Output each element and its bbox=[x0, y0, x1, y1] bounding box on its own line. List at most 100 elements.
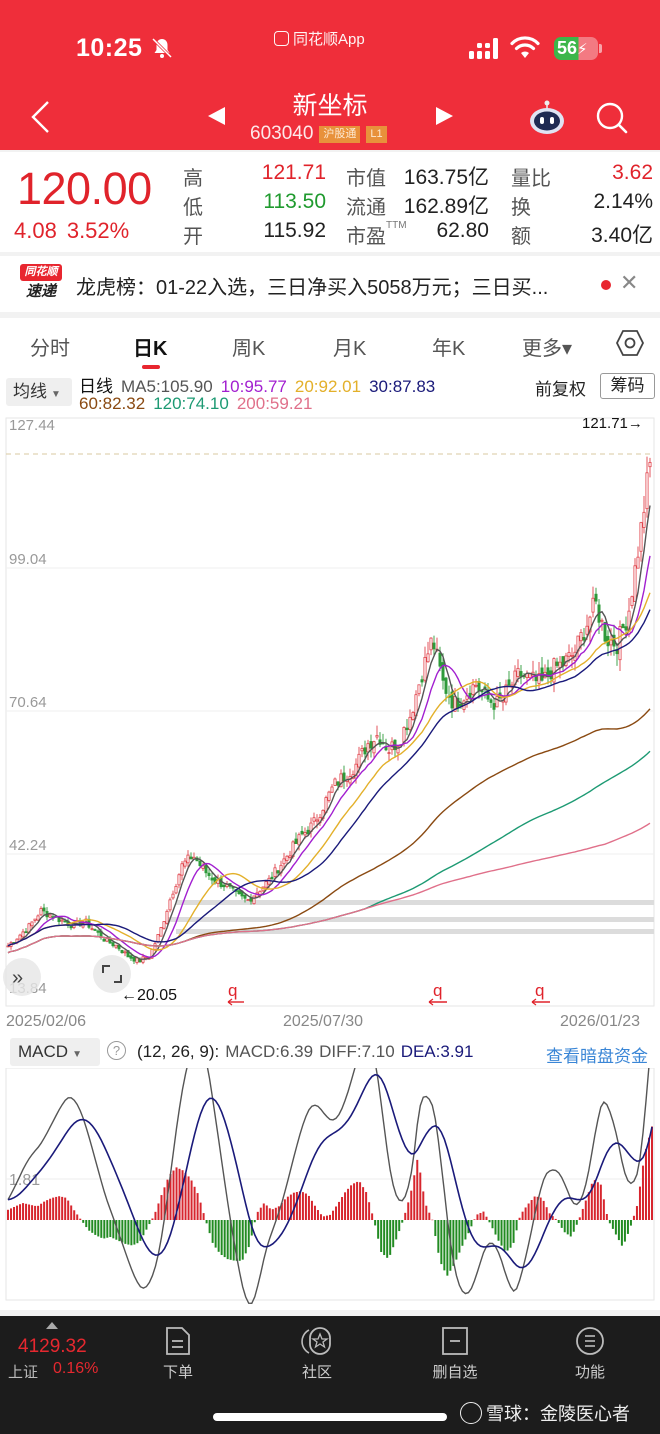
tab-daily-k[interactable]: 日K bbox=[133, 332, 167, 361]
close-icon[interactable]: ✕ bbox=[620, 270, 638, 296]
low-value: 113.50 bbox=[230, 190, 326, 214]
macd-header: MACD ▼ ? (12, 26, 9): MACD:6.39 DIFF:7.10 DE… bbox=[8, 1036, 660, 1066]
app-badge-label: 同花顺App bbox=[293, 28, 365, 49]
support-zone-2 bbox=[168, 917, 654, 922]
low-label: 低 bbox=[183, 191, 203, 220]
macd-values: (12, 26, 9): MACD:6.39 DIFF:7.10 DEA:3.91 bbox=[137, 1042, 479, 1062]
charging-bolt-icon: ⚡ bbox=[577, 41, 588, 58]
market-cap-value: 163.75亿 bbox=[392, 161, 489, 191]
news-ticker[interactable]: 同花顺 速递 龙虎榜：01-22入选，三日净买入5058万元；三日买... ✕ bbox=[0, 256, 660, 312]
last-price: 120.00 bbox=[17, 163, 152, 215]
remove-watchlist-icon bbox=[441, 1326, 469, 1356]
macd-chart[interactable]: 1.81 bbox=[0, 1068, 660, 1308]
battery-level: 56 bbox=[557, 38, 577, 58]
diff-value: DIFF:7.10 bbox=[319, 1042, 395, 1061]
open-value: 115.92 bbox=[230, 219, 326, 243]
amount-label: 额 bbox=[511, 220, 531, 249]
tab-monthly-k[interactable]: 月K bbox=[333, 332, 366, 361]
nav-functions[interactable]: 功能 bbox=[550, 1326, 630, 1382]
macd-params: (12, 26, 9): bbox=[137, 1042, 219, 1061]
level-tag: L1 bbox=[366, 126, 386, 143]
candlestick-chart[interactable]: 127.4499.0470.6442.2413.84 121.71→ ←20.0… bbox=[0, 370, 660, 1035]
price-gridlines bbox=[6, 568, 654, 854]
event-marker[interactable]: q bbox=[429, 981, 447, 1005]
stock-code-row: 603040 沪股通 L1 bbox=[250, 123, 387, 145]
tab-yearly-k[interactable]: 年K bbox=[432, 332, 465, 361]
volume-ratio-value: 3.62 bbox=[560, 161, 653, 185]
svg-text:q: q bbox=[433, 981, 442, 1000]
turnover-label: 换 bbox=[511, 191, 531, 220]
period-tabs: 分时 日K 周K 月K 年K 更多▾ bbox=[0, 318, 660, 370]
high-label: 高 bbox=[183, 162, 203, 191]
max-price-label: 121.71→ bbox=[582, 415, 643, 432]
high-value: 121.71 bbox=[230, 161, 326, 185]
unread-dot bbox=[601, 280, 611, 290]
news-text: 龙虎榜：01-22入选，三日净买入5058万元；三日买... bbox=[76, 271, 548, 300]
home-indicator[interactable] bbox=[213, 1413, 447, 1421]
battery-nub bbox=[599, 44, 602, 53]
up-triangle-icon bbox=[46, 1322, 58, 1329]
event-marker[interactable]: q bbox=[532, 981, 550, 1005]
moving-average-lines bbox=[8, 506, 650, 960]
nav-order[interactable]: 下单 bbox=[138, 1326, 218, 1382]
flash-news-logo: 同花顺 速递 bbox=[20, 264, 62, 304]
market-cap-label: 市值 bbox=[346, 162, 386, 191]
nav-remove-watchlist[interactable]: 删自选 bbox=[415, 1326, 495, 1382]
bottom-toolbar: 4129.32 上证 0.16% 下单 社区 删自选 功能 雪球：金陵医心者 bbox=[0, 1316, 660, 1434]
price-axis-labels: 127.4499.0470.6442.2413.84 bbox=[9, 417, 55, 997]
watermark-text: 雪球：金陵医心者 bbox=[486, 1400, 630, 1426]
fullscreen-button[interactable] bbox=[93, 955, 131, 993]
turnover-value: 2.14% bbox=[560, 190, 653, 214]
cellular-signal-icon bbox=[469, 38, 503, 60]
ths-logo-icon bbox=[274, 31, 289, 46]
xueqiu-logo-icon bbox=[460, 1402, 482, 1424]
app-header: 10:25 同花顺App 56⚡ 新坐标 603040 沪股通 L1 bbox=[0, 0, 660, 150]
pe-value: 62.80 bbox=[392, 219, 489, 243]
x-axis-label-end: 2026/01/23 bbox=[560, 1013, 640, 1030]
min-price-label: ←20.05 bbox=[121, 987, 177, 1004]
diff-line bbox=[8, 1068, 652, 1303]
settings-hexagon-icon[interactable] bbox=[615, 328, 645, 358]
open-label: 开 bbox=[183, 220, 203, 249]
nav-functions-label: 功能 bbox=[550, 1361, 630, 1382]
community-star-icon bbox=[301, 1326, 333, 1356]
tab-weekly-k[interactable]: 周K bbox=[232, 332, 265, 361]
tab-more[interactable]: 更多▾ bbox=[522, 332, 572, 361]
svg-text:99.04: 99.04 bbox=[9, 551, 47, 568]
order-doc-icon bbox=[165, 1326, 191, 1356]
index-name: 上证 bbox=[8, 1361, 38, 1382]
logo-bottom-text: 速递 bbox=[20, 281, 62, 303]
wifi-icon bbox=[510, 36, 540, 60]
event-marker[interactable]: q bbox=[228, 981, 244, 1005]
help-icon[interactable]: ? bbox=[107, 1041, 126, 1060]
dark-pool-funds-link[interactable]: 查看暗盘资金 bbox=[546, 1042, 648, 1067]
x-axis-label-mid: 2025/07/30 bbox=[283, 1013, 363, 1030]
macd-value: MACD:6.39 bbox=[225, 1042, 313, 1061]
svg-text:70.64: 70.64 bbox=[9, 694, 47, 711]
index-percent: 0.16% bbox=[53, 1360, 98, 1378]
ai-robot-icon[interactable] bbox=[528, 99, 566, 135]
search-icon[interactable] bbox=[594, 100, 630, 136]
nav-community[interactable]: 社区 bbox=[277, 1326, 357, 1382]
bell-muted-icon bbox=[150, 36, 174, 60]
amount-value: 3.40亿 bbox=[560, 219, 653, 249]
indicator-selector[interactable]: MACD ▼ bbox=[10, 1038, 100, 1066]
nav-remove-watchlist-label: 删自选 bbox=[415, 1361, 495, 1382]
dea-value: DEA:3.91 bbox=[401, 1042, 474, 1061]
tab-intraday[interactable]: 分时 bbox=[30, 332, 70, 361]
change-percent: 3.52% bbox=[67, 218, 129, 243]
volume-ratio-label: 量比 bbox=[511, 162, 551, 191]
menu-circle-icon bbox=[575, 1326, 605, 1356]
return-to-app-badge[interactable]: 同花顺App bbox=[274, 28, 365, 49]
kline-chart-area: 均线▼ 日线MA5:105.9010:95.7720:92.0130:87.83… bbox=[0, 370, 660, 1310]
caret-down-icon: ▼ bbox=[72, 1049, 82, 1060]
next-stock-arrow-icon[interactable] bbox=[436, 107, 453, 125]
svg-text:q: q bbox=[228, 981, 237, 1000]
index-value: 4129.32 bbox=[18, 1336, 87, 1358]
stock-code: 603040 bbox=[250, 123, 313, 145]
indicator-selector-label: MACD bbox=[18, 1042, 68, 1061]
macd-axis-label: 1.81 bbox=[9, 1172, 40, 1189]
price-change: 4.083.52% bbox=[14, 218, 139, 244]
macd-histogram bbox=[7, 1127, 653, 1276]
x-axis-label-start: 2025/02/06 bbox=[6, 1013, 86, 1030]
